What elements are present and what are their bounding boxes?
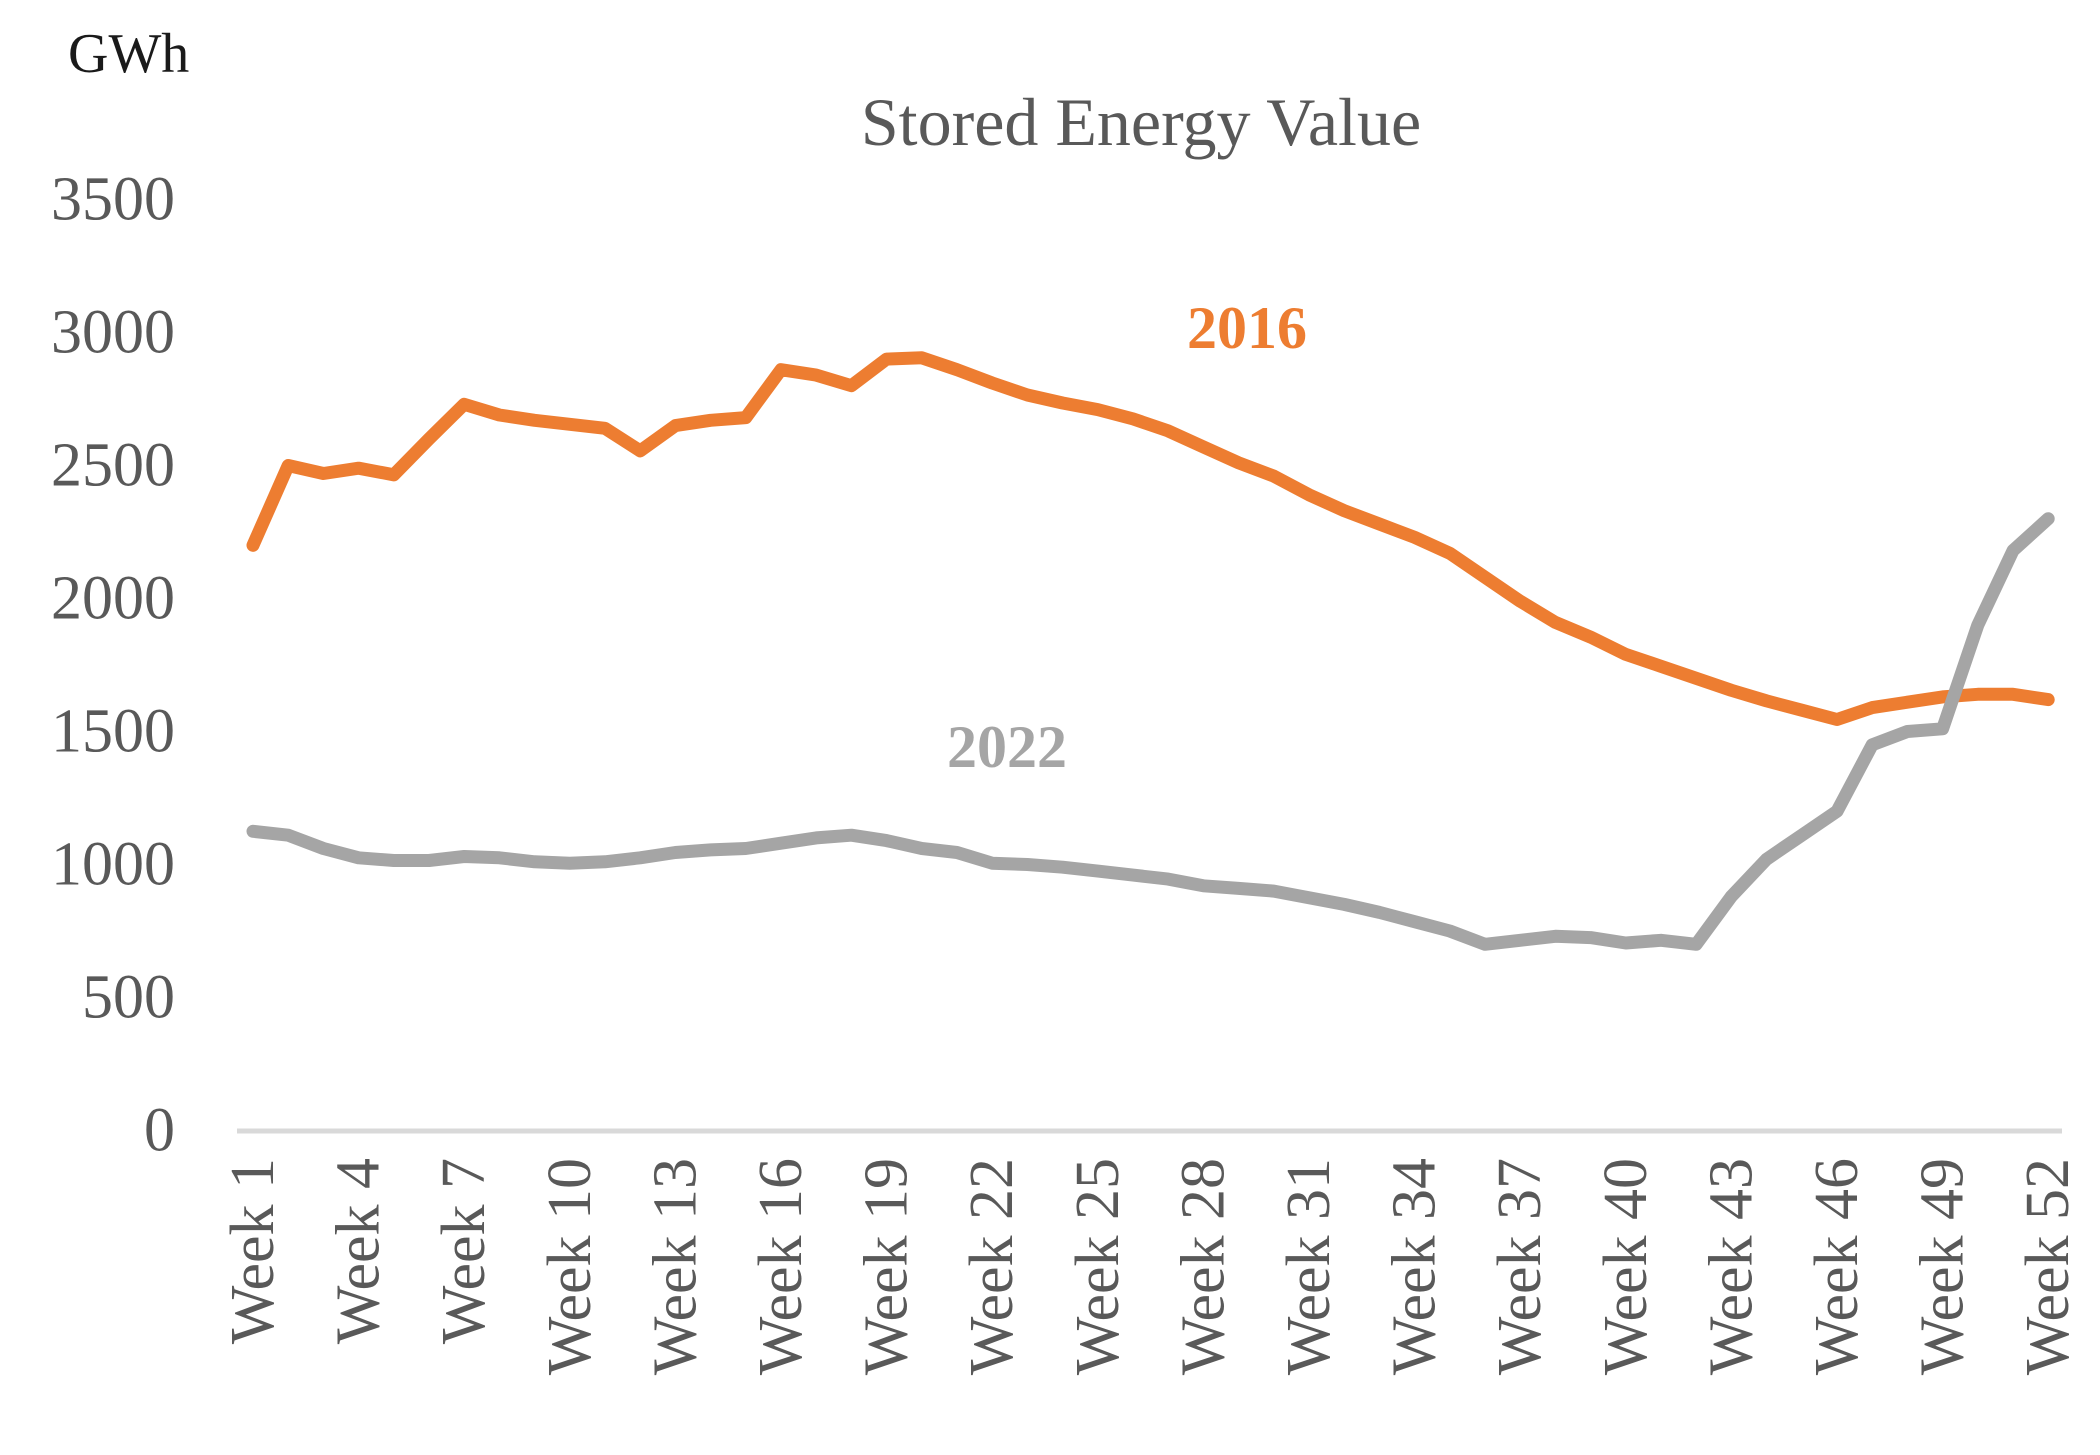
x-tick-label: Week 1 [219,1158,287,1344]
x-tick-label: Week 13 [641,1158,709,1375]
x-tick-label: Week 34 [1381,1158,1449,1375]
x-tick-label: Week 22 [958,1158,1026,1375]
y-tick-label: 2000 [51,565,175,633]
x-tick-label: Week 43 [1697,1158,1765,1375]
x-tick-label: Week 49 [1909,1158,1977,1375]
x-tick-label: Week 31 [1275,1158,1343,1375]
y-tick-label: 1000 [51,831,175,899]
series-line-2016 [246,351,2055,726]
x-tick-label: Week 4 [325,1158,393,1344]
series-label-2022: 2022 [947,714,1067,780]
x-tick-label: Week 25 [1064,1158,1132,1375]
x-tick-label: Week 7 [430,1158,498,1344]
y-tick-label: 3500 [51,166,175,234]
x-tick-label: Week 28 [1169,1158,1237,1375]
y-tick-label: 1500 [51,698,175,766]
y-axis-tick-labels: 0 500 1000 1500 2000 2500 3000 3500 [51,166,175,1165]
x-tick-label: Week 40 [1592,1158,1660,1375]
x-tick-label: Week 46 [1803,1158,1871,1375]
series-line-2022 [246,512,2055,951]
y-axis-unit-label: GWh [68,23,189,85]
y-tick-label: 3000 [51,299,175,367]
chart-title: Stored Energy Value [861,84,1421,160]
y-tick-label: 0 [144,1097,175,1165]
y-tick-label: 2500 [51,432,175,500]
x-tick-label: Week 16 [747,1158,815,1375]
x-axis-tick-labels: Week 1 Week 4 Week 7 Week 10 Week 13 Week 16 W… [219,1158,2082,1375]
series-lines [246,351,2055,951]
series-label-2016: 2016 [1187,295,1307,361]
x-tick-label: Week 37 [1486,1158,1554,1375]
y-tick-label: 500 [82,964,175,1032]
x-tick-label: Week 52 [2014,1158,2082,1375]
x-tick-label: Week 19 [853,1158,921,1375]
x-tick-label: Week 10 [536,1158,604,1375]
